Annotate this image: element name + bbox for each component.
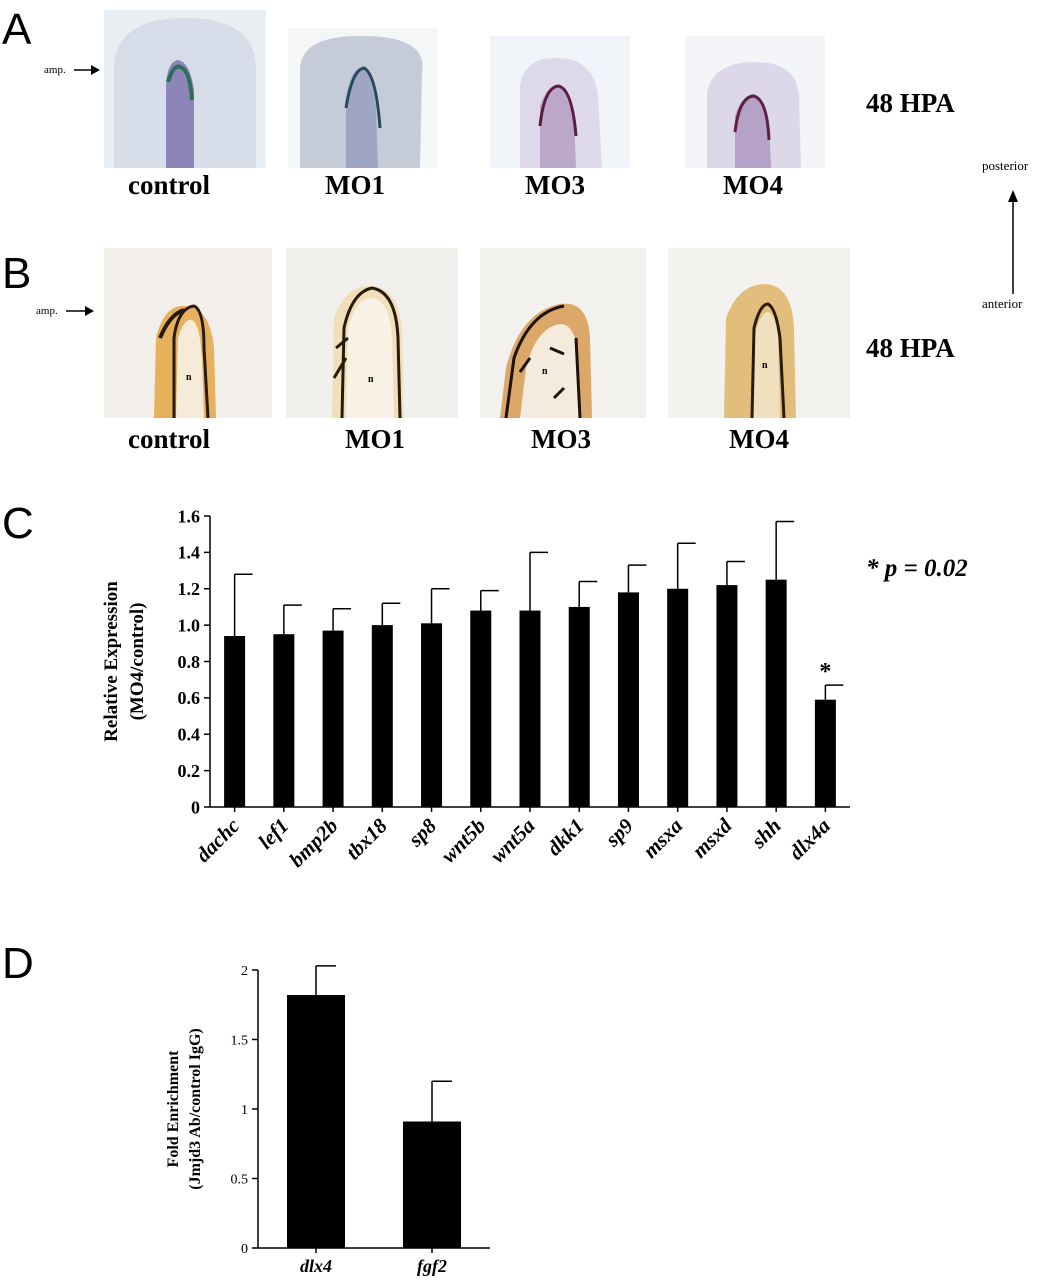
- x-tick-label: fgf2: [417, 1256, 447, 1276]
- y-tick-label: 0.5: [231, 1172, 249, 1187]
- y-tick-label: 0.8: [178, 652, 201, 672]
- bar-dlx4a: [814, 699, 836, 807]
- panel-b-label-mo4: MO4: [729, 424, 789, 454]
- y-axis-label: (Jmjd3 Ab/control IgG): [187, 1028, 204, 1189]
- panel-c-pvalue: * p = 0.02: [866, 555, 968, 583]
- x-tick-label: dachc: [191, 813, 245, 867]
- x-tick-label: lef1: [253, 814, 293, 854]
- panel-a-image-mo3: [490, 36, 630, 168]
- x-tick-label: dlx4: [300, 1256, 332, 1276]
- y-axis-label: Relative Expression: [101, 581, 122, 742]
- panel-d-letter: D: [2, 939, 34, 988]
- bar-tbx18: [371, 625, 393, 807]
- x-tick-label: dkk1: [542, 814, 589, 861]
- y-tick-label: 0.6: [178, 688, 201, 708]
- panel-a-label-control: control: [128, 170, 210, 200]
- y-tick-label: 0.2: [178, 761, 201, 781]
- panel-b-amp-label: amp.: [36, 305, 58, 317]
- y-tick-label: 1.5: [231, 1033, 249, 1048]
- y-tick-label: 0.4: [178, 725, 201, 745]
- panel-b-hpa: 48 HPA: [866, 333, 955, 363]
- bar-fgf2: [403, 1121, 461, 1248]
- panel-a-label-mo4: MO4: [723, 170, 783, 200]
- panel-b-image-mo4: n: [668, 248, 850, 418]
- panel-a-image-mo1: [288, 28, 438, 168]
- bar-wnt5a: [519, 610, 541, 807]
- y-axis-label: (MO4/control): [127, 603, 148, 721]
- bar-shh: [765, 579, 787, 807]
- x-tick-label: wnt5b: [436, 814, 490, 868]
- x-tick-label: dlx4a: [784, 814, 835, 865]
- panel-a-letter: A: [2, 5, 32, 54]
- bar-msxa: [667, 588, 689, 807]
- bar-wnt5b: [470, 610, 492, 807]
- significance-star: *: [819, 659, 831, 685]
- x-tick-label: sp9: [600, 813, 639, 852]
- x-tick-label: bmp2b: [284, 814, 342, 872]
- panel-b-letter: B: [2, 249, 32, 298]
- panel-b-image-mo3: n: [480, 248, 646, 418]
- anterior-label: anterior: [982, 296, 1023, 311]
- x-tick-label: sp8: [403, 813, 442, 852]
- panel-b-n-mo4: n: [762, 360, 768, 371]
- panel-a-label-mo3: MO3: [525, 170, 585, 200]
- panel-b-n-control: n: [186, 372, 192, 383]
- y-tick-label: 0: [191, 797, 200, 817]
- panel-a-amp-label: amp.: [44, 64, 66, 76]
- y-tick-label: 1.6: [178, 506, 201, 526]
- bar-dachc: [224, 636, 246, 807]
- y-tick-label: 1: [241, 1103, 248, 1118]
- bar-lef1: [273, 634, 295, 807]
- orientation-arrow-icon: [1008, 190, 1018, 294]
- panel-b-image-mo1: n: [286, 248, 458, 418]
- y-tick-label: 0: [241, 1242, 248, 1257]
- x-tick-label: tbx18: [341, 813, 392, 864]
- panel-b-amp-arrow: [66, 306, 94, 316]
- panel-b-image-control: n: [104, 248, 272, 418]
- chart-relative-expression: 0 0.2 0.4 0.6 0.8 1.0 1.2 1.4 1.6 Relative Expres…: [101, 506, 850, 872]
- bar-dlx4: [287, 995, 345, 1248]
- x-tick-label: msxa: [638, 814, 687, 863]
- panel-a-label-mo1: MO1: [325, 170, 385, 200]
- panel-b-label-mo1: MO1: [345, 424, 405, 454]
- panel-a-hpa: 48 HPA: [866, 88, 955, 118]
- panel-a-amp-arrow: [74, 65, 100, 75]
- bar-sp9: [617, 592, 639, 807]
- x-tick-label: msxd: [687, 813, 737, 863]
- y-tick-label: 1.4: [178, 543, 201, 563]
- bar-sp8: [421, 623, 443, 807]
- x-tick-label: shh: [746, 814, 786, 854]
- y-axis-label: Fold Enrichment: [165, 1050, 182, 1168]
- panel-b-n-mo1: n: [368, 374, 374, 385]
- y-tick-label: 2: [241, 964, 248, 979]
- bar-bmp2b: [322, 630, 344, 807]
- panel-a-image-mo4: [685, 36, 825, 168]
- posterior-label: posterior: [982, 158, 1029, 173]
- panel-a-image-control: [104, 10, 266, 168]
- y-tick-label: 1.2: [178, 579, 201, 599]
- pvalue-text: * p = 0.02: [866, 555, 968, 582]
- panel-b-label-mo3: MO3: [531, 424, 591, 454]
- bar-msxd: [716, 585, 738, 807]
- panel-b-label-control: control: [128, 424, 210, 454]
- bar-dkk1: [568, 606, 590, 807]
- y-tick-label: 1.0: [178, 615, 201, 635]
- chart-fold-enrichment: 0 0.5 1 1.5 2 Fold Enrichment (Jmjd3 Ab/contro…: [165, 964, 490, 1276]
- panel-c-letter: C: [2, 499, 34, 548]
- x-tick-label: wnt5a: [485, 814, 539, 868]
- panel-b-n-mo3: n: [542, 366, 548, 377]
